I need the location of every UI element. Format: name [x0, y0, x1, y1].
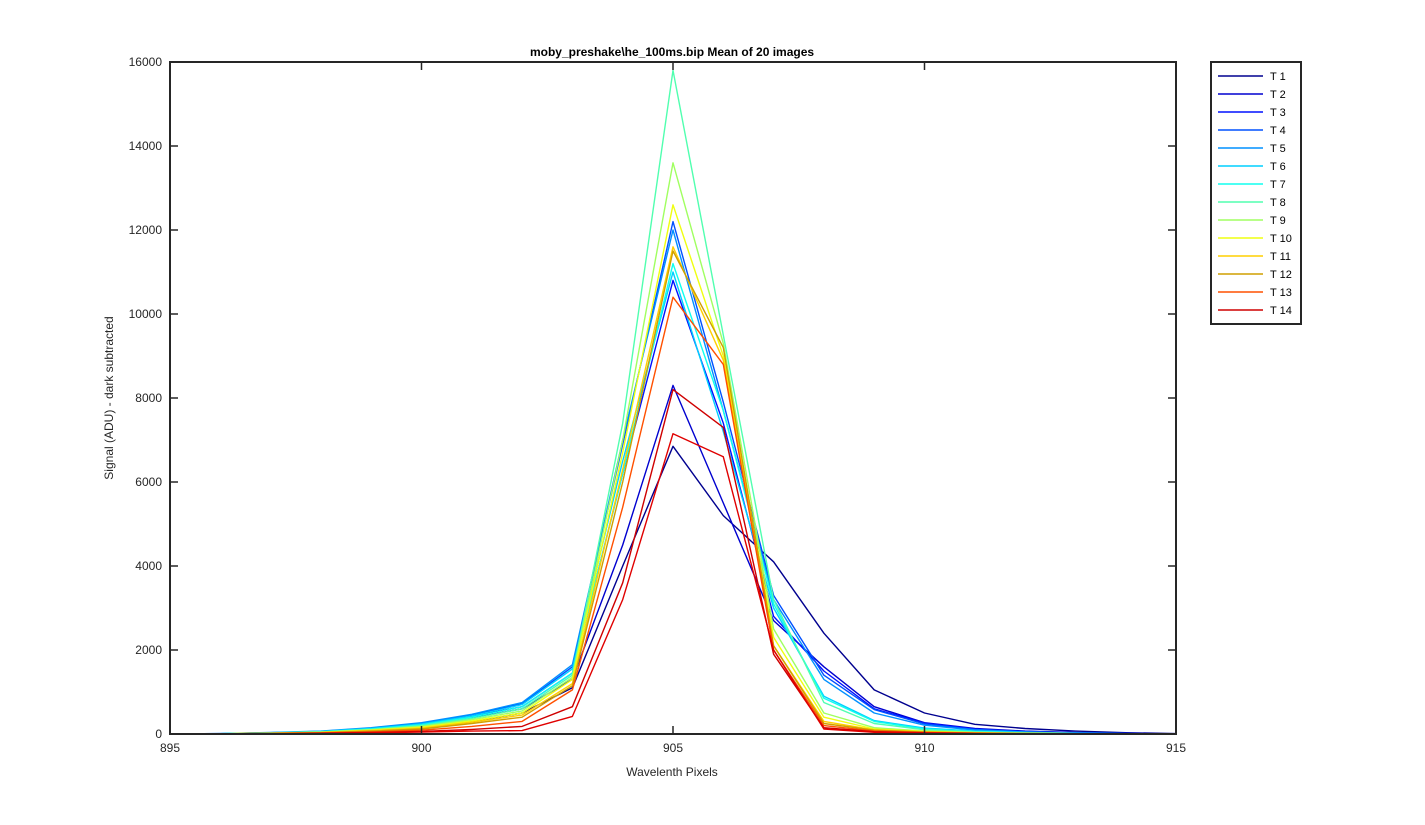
x-tick-label: 910 [914, 741, 934, 755]
legend-label: T 1 [1270, 71, 1286, 83]
y-tick-label: 10000 [129, 307, 163, 321]
y-tick-label: 2000 [135, 643, 162, 657]
series-line-1 [169, 445, 1177, 735]
y-tick-label: 12000 [129, 223, 163, 237]
series-line-5 [169, 229, 1177, 735]
legend-label: T 8 [1270, 197, 1286, 209]
y-tick-label: 4000 [135, 559, 162, 573]
legend-label: T 9 [1270, 215, 1286, 227]
legend-box [1210, 61, 1302, 325]
series-line-3 [169, 279, 1177, 735]
y-axis-label: Signal (ADU) - dark subtracted [102, 316, 116, 479]
y-axis: 0 2000 4000 6000 8000 10000 12000 14000 16000 [129, 55, 1176, 741]
series-line-11 [169, 246, 1177, 735]
legend-label: T 7 [1270, 179, 1286, 191]
y-tick-label: 6000 [135, 475, 162, 489]
x-tick-label: 905 [663, 741, 683, 755]
series-line-6 [169, 271, 1177, 735]
legend-label: T 5 [1270, 143, 1286, 155]
legend-label: T 14 [1270, 305, 1292, 317]
x-tick-label: 900 [411, 741, 431, 755]
legend-label: T 11 [1270, 251, 1291, 263]
series-lines [169, 69, 1177, 735]
legend-label: T 3 [1270, 107, 1286, 119]
y-tick-label: 14000 [129, 139, 163, 153]
legend-label: T 6 [1270, 161, 1286, 173]
y-tick-label: 0 [155, 727, 162, 741]
x-axis-label: Wavelenth Pixels [626, 765, 718, 779]
series-line-7 [169, 262, 1177, 735]
x-tick-label: 915 [1166, 741, 1186, 755]
x-axis: 895 900 905 910 915 [160, 62, 1186, 755]
series-line-15 [169, 433, 1176, 735]
legend-label: T 10 [1270, 233, 1292, 245]
series-line-10 [169, 204, 1177, 735]
series-line-14 [169, 388, 1176, 735]
series-line-8 [169, 69, 1177, 735]
legend-label: T 4 [1270, 125, 1286, 137]
y-tick-label: 8000 [135, 391, 162, 405]
legend-label: T 13 [1270, 287, 1292, 299]
series-line-2 [169, 384, 1177, 735]
series-line-12 [169, 250, 1177, 735]
series-line-13 [169, 296, 1177, 735]
x-tick-label: 895 [160, 741, 180, 755]
chart-title: moby_preshake\he_100ms.bip Mean of 20 im… [530, 45, 814, 59]
legend-label: T 12 [1270, 269, 1292, 281]
legend-label: T 2 [1270, 89, 1286, 101]
y-tick-label: 16000 [129, 55, 163, 69]
legend: T 1 T 2 T 3 T 4 T 5 T 6 T 7 T 8 T 9 T 10 T 11 T 12 T… [1210, 61, 1302, 325]
